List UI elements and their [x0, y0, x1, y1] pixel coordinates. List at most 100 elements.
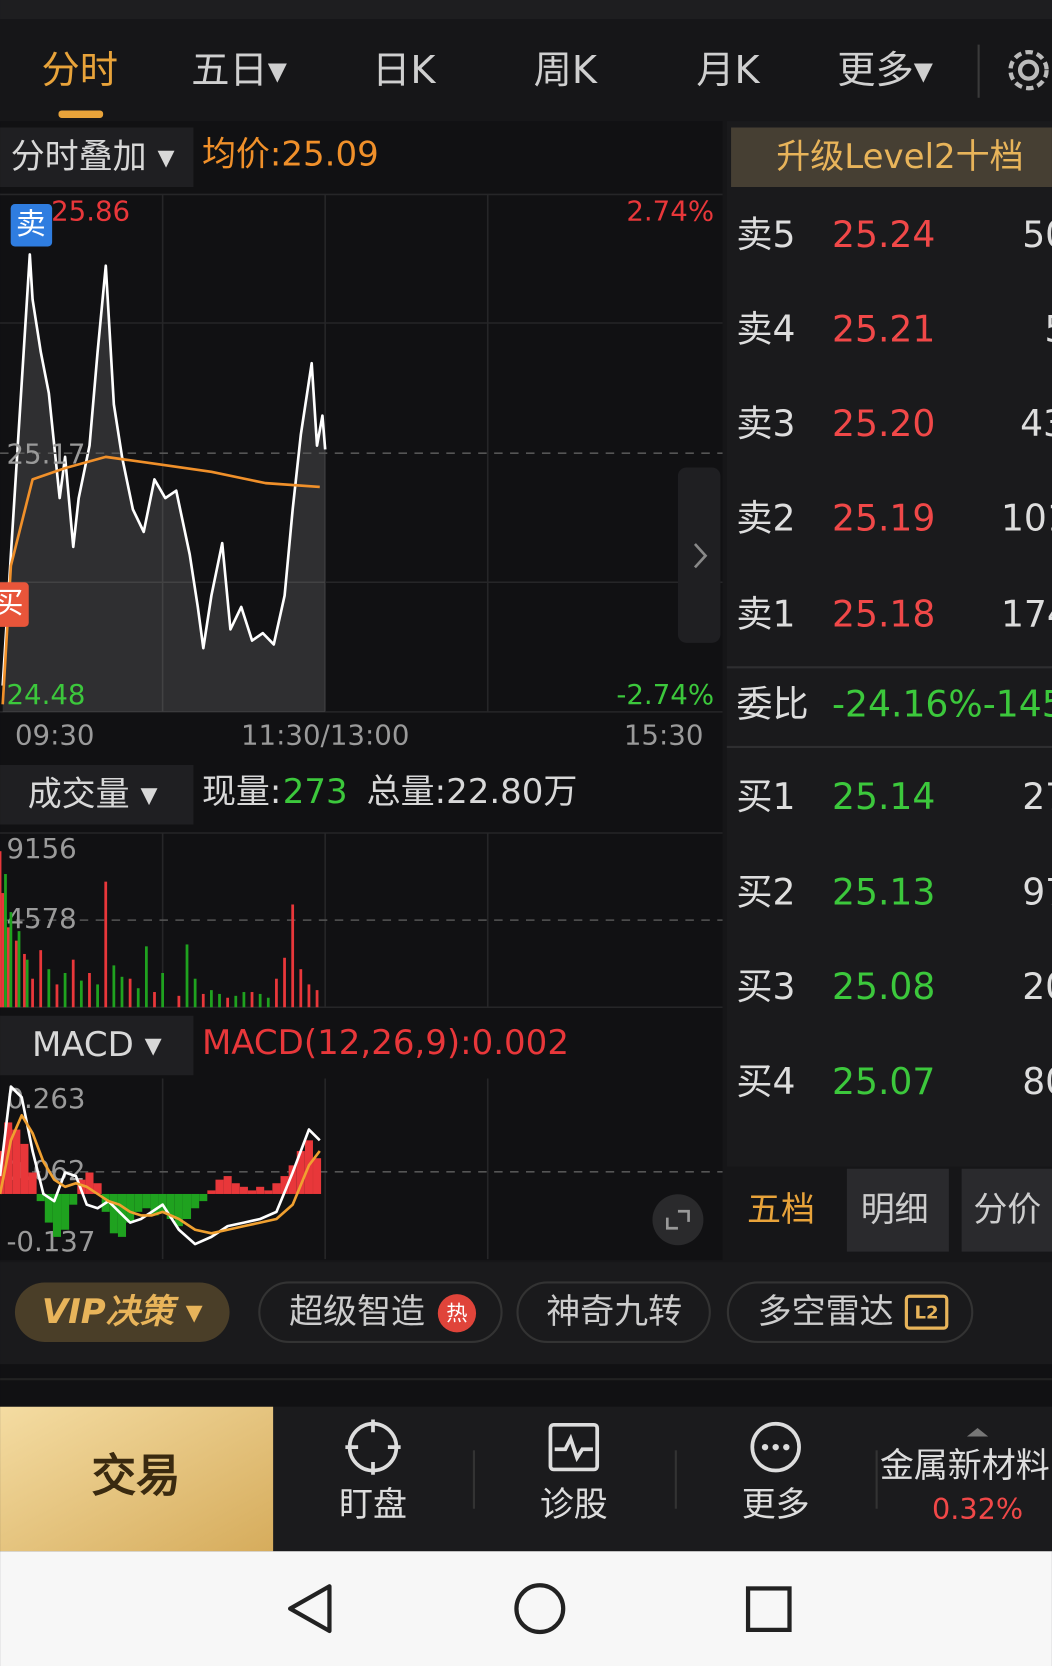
tab[interactable]: 日K	[372, 48, 436, 93]
volume-bar	[193, 978, 197, 1008]
expand-button[interactable]	[652, 1194, 704, 1246]
macd-bar	[20, 1143, 29, 1194]
volume-bar	[14, 940, 18, 1008]
nav-bar	[0, 1551, 1052, 1666]
orderbook-tab[interactable]: 五档	[747, 1190, 815, 1230]
nav-back[interactable]	[288, 1584, 332, 1634]
macd-params: MACD(12,26,9):0.002	[202, 1023, 569, 1063]
volume-bar	[266, 997, 270, 1008]
volume-bar	[299, 969, 303, 1008]
l2-badge	[904, 1294, 949, 1330]
macd-bar	[199, 1193, 208, 1202]
nav-recent[interactable]	[745, 1586, 792, 1632]
macd-label[interactable]: MACD ▾	[32, 1025, 162, 1065]
bid-price: 25.07	[832, 1060, 935, 1103]
tool-pill[interactable]	[258, 1281, 503, 1343]
tab[interactable]: 月K	[696, 48, 760, 93]
tab-underline	[58, 110, 104, 118]
volume-label[interactable]: 成交量 ▾	[28, 774, 158, 814]
volume-bar	[23, 953, 26, 1008]
avg-price: 均价:25.09	[202, 135, 379, 175]
volume-bar	[153, 992, 156, 1008]
price-chart: 24.48 25.17 25.86 -2.74% 2.74% 09:30 11:30/13:…	[0, 193, 723, 751]
tab[interactable]: 更多▾	[837, 48, 934, 93]
ask-volume: 174	[1001, 592, 1052, 635]
price-line	[1, 253, 327, 686]
price-area	[2, 254, 326, 712]
volume-bar	[128, 978, 132, 1008]
x-tick-label: 11:30/13:00	[241, 718, 409, 751]
nav-home[interactable]	[514, 1583, 566, 1635]
macd-bar	[313, 1158, 322, 1194]
bid-volume: 80	[1022, 1060, 1052, 1103]
tool-label[interactable]: 超级智造	[289, 1292, 425, 1332]
macd-bar	[264, 1190, 273, 1194]
volume-bar	[234, 995, 238, 1008]
settings-icon[interactable]	[1008, 49, 1049, 91]
ask-price: 25.20	[832, 402, 935, 445]
ask-volume: 50	[1022, 213, 1052, 256]
side-panel-toggle[interactable]	[677, 467, 721, 643]
volume-bar	[39, 950, 43, 1008]
tool-pill[interactable]	[726, 1281, 974, 1343]
macd-bar	[52, 1193, 61, 1237]
volume-bar	[104, 881, 108, 1008]
volume-indicator-button[interactable]	[0, 765, 194, 825]
tool-pill[interactable]	[516, 1281, 711, 1343]
y-tick-label: -0.137	[6, 1225, 95, 1258]
volume-bar	[275, 978, 278, 1008]
tab[interactable]: 五日▾	[191, 48, 287, 93]
tool-label[interactable]: VIP决策 ▾	[42, 1292, 203, 1332]
x-tick-label: 09:30	[15, 718, 95, 751]
sector-name[interactable]: 金属新材料	[880, 1446, 1050, 1486]
orderbook-tab[interactable]: 明细	[861, 1190, 929, 1230]
ask-rows: 卖5 25.24 50 卖4 25.21 5 卖3 25.20 43 卖2 25…	[736, 213, 1052, 635]
ask-price: 25.19	[832, 497, 935, 540]
macd-bar	[166, 1193, 175, 1220]
macd-bar	[215, 1179, 224, 1194]
status-strip	[0, 0, 1052, 20]
dea-line	[0, 1113, 321, 1235]
ask-label: 卖5	[736, 213, 795, 256]
bid-price: 25.14	[832, 775, 935, 818]
volume-bar	[258, 993, 262, 1008]
y-tick-label: 25.86	[51, 195, 130, 228]
bid-rows: 买1 25.14 27 买2 25.13 97 买3 25.08 20 买4 2…	[736, 775, 1052, 1103]
bottom-item[interactable]: 诊股	[540, 1485, 608, 1525]
tab[interactable]: 分时	[42, 48, 119, 93]
orderbook-tab[interactable]: 分价	[973, 1190, 1041, 1230]
macd-indicator-button[interactable]	[0, 1015, 194, 1076]
volume-bar	[31, 978, 34, 1008]
y-tick-label: 25.17	[6, 437, 85, 470]
buy-marker-label: 买	[0, 586, 23, 621]
macd-bar	[158, 1193, 167, 1212]
overlay-button[interactable]	[0, 127, 194, 188]
volume-bar	[120, 976, 124, 1008]
tool-pill[interactable]	[14, 1282, 230, 1342]
orderbook-tab-bg	[961, 1168, 1052, 1252]
level2-title[interactable]: 升级Level2十档	[776, 137, 1023, 177]
bottom-item[interactable]: 盯盘	[339, 1485, 407, 1525]
overlay-label[interactable]: 分时叠加 ▾	[11, 137, 175, 177]
tab[interactable]: 周K	[534, 48, 598, 93]
trade-button[interactable]	[0, 1406, 274, 1552]
spacer	[0, 1364, 1052, 1407]
volume-bar	[136, 988, 140, 1008]
macd-bar	[207, 1190, 216, 1194]
level2-upgrade[interactable]	[731, 127, 1052, 188]
avg-price-line	[1, 455, 320, 705]
macd-bar	[256, 1186, 265, 1194]
tool-label[interactable]: 神奇九转	[546, 1292, 682, 1332]
sector-change[interactable]: 0.32%	[932, 1492, 1023, 1526]
tool-label[interactable]: 多空雷达	[758, 1292, 894, 1332]
macd-bar	[134, 1193, 143, 1212]
hot-badge	[437, 1294, 477, 1333]
trade-label[interactable]: 交易	[91, 1450, 180, 1502]
macd-bar	[174, 1193, 183, 1227]
l2-badge-label: L2	[915, 1302, 939, 1323]
bottom-item[interactable]: 更多	[742, 1485, 810, 1525]
volume-bar	[79, 980, 83, 1008]
volume-bar	[307, 984, 311, 1008]
macd-bar	[12, 1129, 21, 1194]
